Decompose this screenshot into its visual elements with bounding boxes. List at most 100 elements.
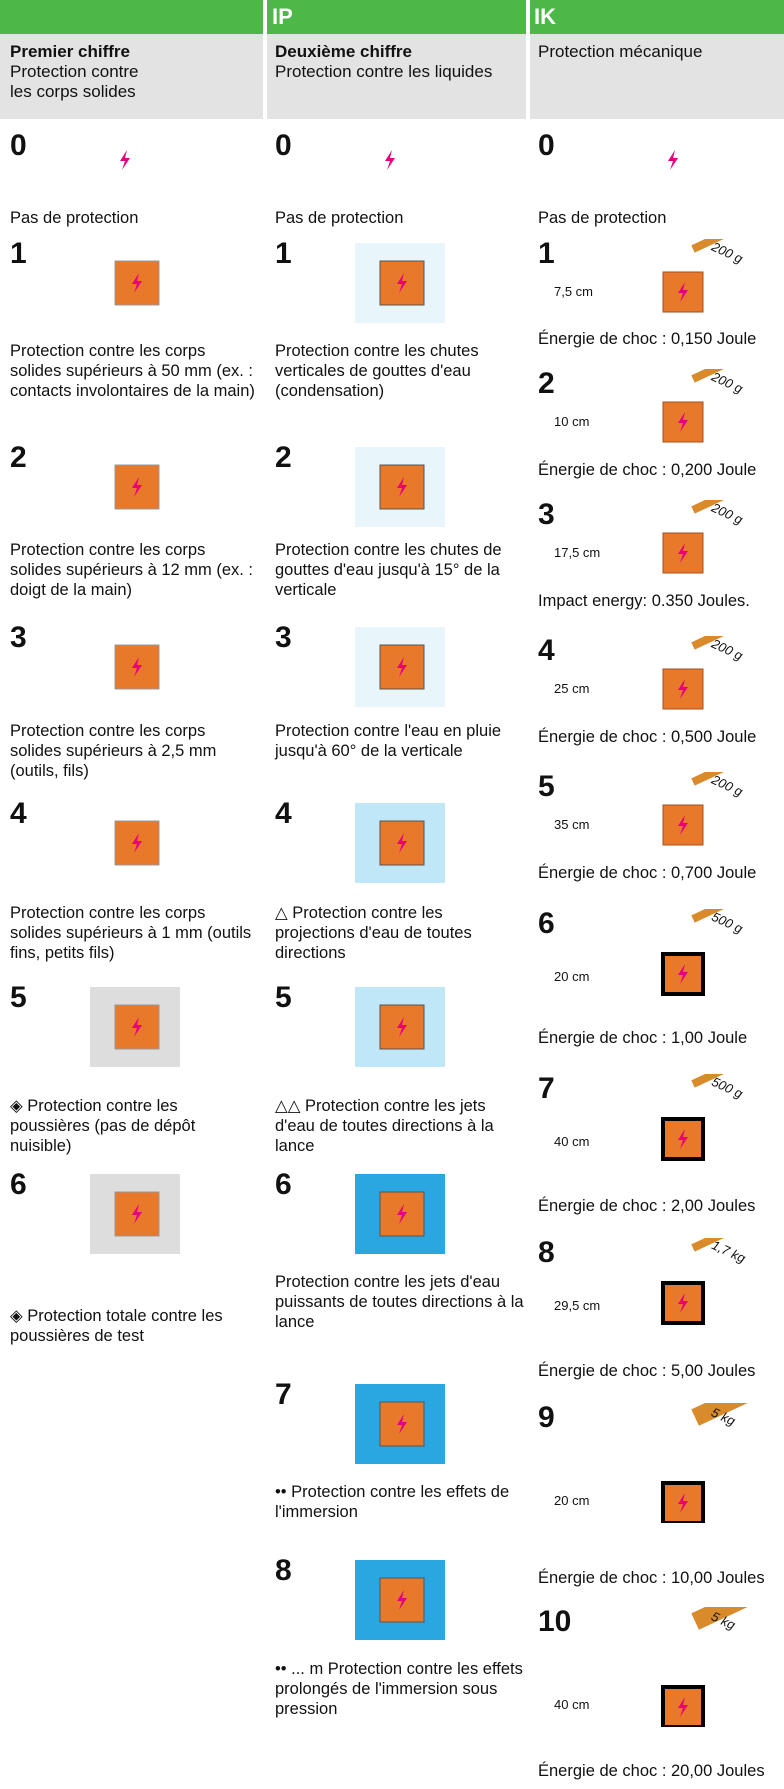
description: •• Protection contre les effets de l'imm… (275, 1483, 510, 1522)
description: Pas de protection (275, 208, 404, 227)
bolt-icon (132, 1204, 142, 1225)
hammer (691, 908, 741, 923)
hammer (691, 1073, 741, 1088)
icon (355, 242, 445, 323)
bolt-icon (678, 1697, 688, 1718)
description: Énergie de choc : 0,700 Joule (538, 864, 757, 883)
bolt-icon (678, 412, 688, 433)
description: Énergie de choc : 20,00 Joules (538, 1761, 765, 1780)
bolt-icon (120, 149, 130, 170)
icon (355, 447, 445, 528)
digit: 2 (10, 441, 27, 475)
digit: 3 (275, 620, 292, 654)
drop-height: 40 cm (554, 1697, 590, 1713)
device-box (379, 464, 425, 510)
column-separator (526, 0, 530, 119)
ip-label: IP (272, 0, 293, 34)
description: •• ... m Protection contre les effets pr… (275, 1659, 523, 1718)
drop-height: 29,5 cm (554, 1298, 601, 1314)
drop-height: 20 cm (554, 968, 590, 984)
description: Protection contre les jets d'eau puissan… (275, 1273, 524, 1332)
drop-height: 17,5 cm (554, 544, 601, 560)
column-heading: Deuxième chiffre Protection contre les li… (275, 42, 518, 82)
drop-height: 7,5 cm (554, 283, 594, 299)
icon (661, 1607, 754, 1728)
bolt-icon (397, 1414, 407, 1435)
digit: 6 (538, 906, 555, 940)
description: Énergie de choc : 10,00 Joules (538, 1568, 765, 1587)
digit: 0 (10, 128, 27, 162)
hammer (691, 772, 741, 787)
digit: 1 (538, 236, 555, 270)
hammer (691, 499, 741, 514)
digit: 5 (10, 980, 27, 1014)
description: Protection contre les corps solides supé… (10, 904, 252, 963)
column-header (0, 34, 265, 119)
digit: 4 (275, 796, 292, 830)
description: Énergie de choc : 1,00 Joule (538, 1029, 748, 1048)
description: Protection contre l'eau en pluie jusqu'à… (275, 722, 502, 761)
drop-height: 10 cm (554, 414, 590, 430)
column-heading: Premier chiffre Protection contre les cor… (10, 42, 255, 102)
digit: 5 (538, 770, 555, 804)
hammer (691, 238, 741, 253)
digit: 7 (275, 1378, 292, 1412)
bolt-icon (132, 832, 142, 853)
bolt-icon (678, 281, 688, 302)
column-subtitle: Protection mécanique (538, 42, 703, 61)
icon (661, 1402, 754, 1523)
icon (662, 238, 741, 313)
icon (90, 1174, 180, 1255)
bolt-icon (678, 542, 688, 563)
description: Impact energy: 0.350 Joules. (538, 591, 750, 610)
description: Protection contre les corps solides supé… (10, 722, 217, 781)
icon (662, 369, 741, 443)
digit: 7 (538, 1071, 555, 1105)
digit: 8 (275, 1554, 292, 1588)
device-box (662, 668, 704, 710)
icon (355, 1384, 445, 1465)
description: Énergie de choc : 0,200 Joule (538, 461, 757, 480)
digit: 6 (275, 1168, 292, 1202)
hammer (691, 636, 741, 650)
digit: 10 (538, 1605, 572, 1639)
description: Énergie de choc : 5,00 Joules (538, 1361, 756, 1380)
description: Pas de protection (538, 208, 667, 227)
column-title: Deuxième chiffre (275, 42, 412, 61)
column-subtitle: Protection contre les liquides (275, 62, 493, 81)
hammer (691, 369, 741, 383)
column-separator (263, 0, 267, 119)
bolt-icon (678, 1128, 688, 1149)
digit: 0 (538, 128, 555, 162)
bolt-icon (385, 149, 395, 170)
hammer (691, 1238, 741, 1252)
bolt-icon (678, 1492, 688, 1513)
drop-height: 35 cm (554, 817, 590, 833)
bolt-icon (678, 1293, 688, 1314)
column-heading: Protection mécanique (538, 42, 774, 62)
digit: 5 (275, 980, 292, 1014)
description: ◈ Protection totale contre les poussière… (10, 1307, 223, 1346)
description: Protection contre les corps solides supé… (10, 540, 254, 599)
bolt-icon (397, 1016, 407, 1037)
digit: 3 (538, 497, 555, 531)
device-box (379, 820, 425, 866)
column-header (528, 34, 784, 119)
digit: 2 (538, 367, 555, 401)
description: Protection contre les chutes de gouttes … (275, 540, 502, 599)
icon (355, 1174, 445, 1255)
bolt-icon (132, 1016, 142, 1037)
icon (355, 986, 445, 1067)
bolt-icon (397, 1590, 407, 1611)
icon (114, 644, 160, 690)
device-box (661, 1116, 705, 1161)
digit: 1 (275, 236, 292, 270)
column-title: Premier chiffre (10, 42, 130, 61)
bolt-icon (397, 477, 407, 498)
column-subtitle: Protection contre les corps solides (10, 62, 139, 101)
drop-height: 20 cm (554, 1492, 590, 1508)
bolt-icon (678, 679, 688, 700)
drop-height: 25 cm (554, 681, 590, 697)
drop-height: 40 cm (554, 1133, 590, 1149)
